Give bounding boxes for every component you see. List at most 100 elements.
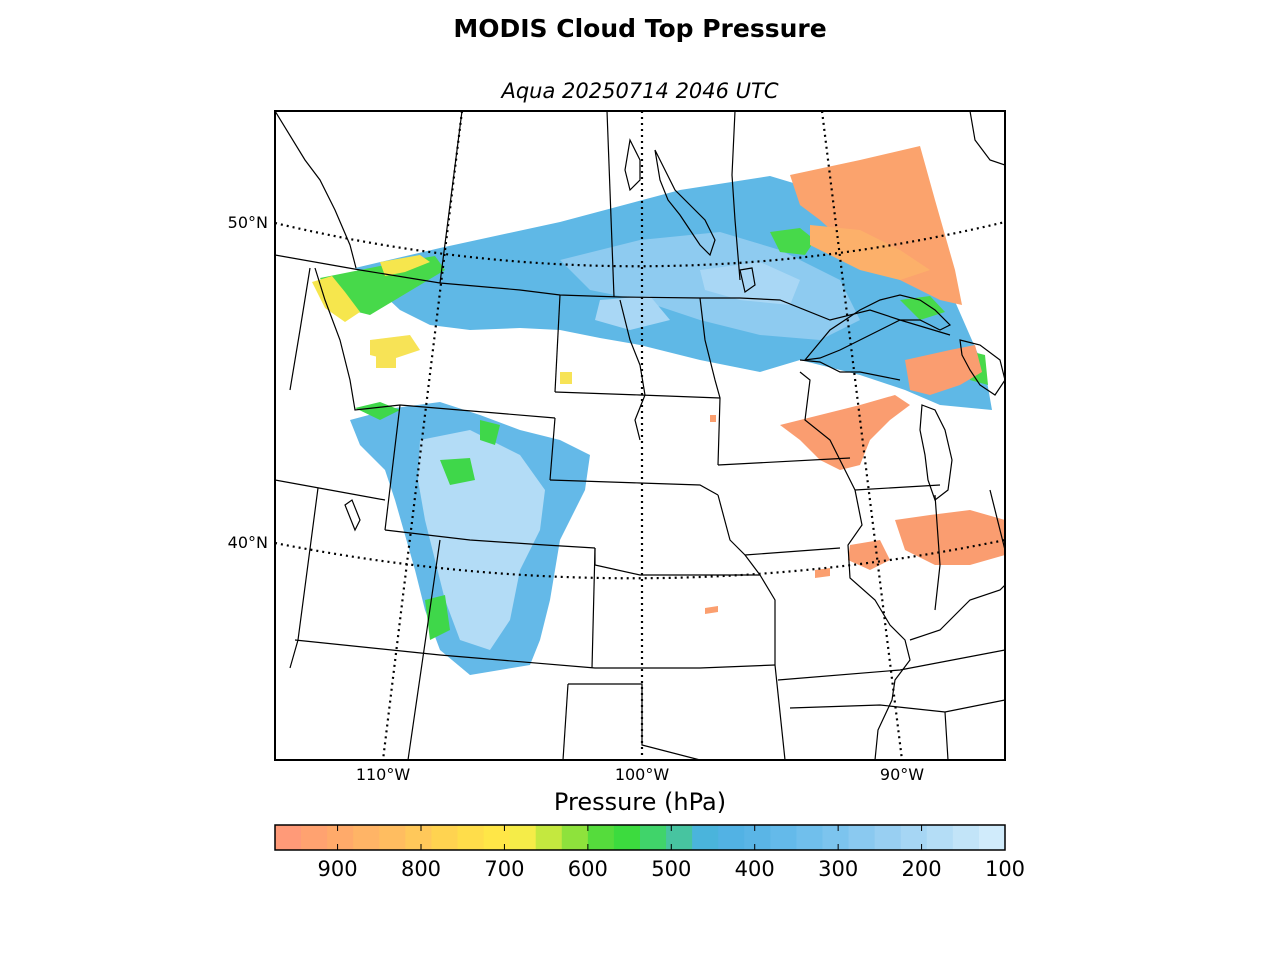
colorbar-title: Pressure (hPa) [554, 788, 726, 816]
state-nd-sd [554, 391, 721, 399]
colorbar-tick-label: 600 [568, 857, 608, 881]
colorbar-swatch [353, 825, 380, 850]
state-wi-il [854, 484, 941, 491]
ohio-river [909, 584, 1005, 641]
colorbar-tick-label: 500 [651, 857, 691, 881]
state-ms-al [944, 711, 949, 760]
colorbar-swatch [587, 825, 615, 850]
colorbar-swatch [405, 825, 433, 850]
colorbar-swatch [822, 825, 850, 850]
meridian-90w [820, 111, 904, 760]
map-frame [274, 110, 1006, 761]
colorbar-tick-label: 800 [401, 857, 441, 881]
colorbar-tick-label: 100 [985, 857, 1025, 881]
cloud-region-green-south [355, 402, 500, 640]
map-title: MODIS Cloud Top Pressure [453, 14, 827, 43]
state-ks-mo [717, 494, 776, 665]
hudson-bay-shore [969, 111, 1005, 166]
cloud-region-green-north [320, 256, 445, 315]
colorbar-swatch [457, 825, 485, 850]
cloud-region-green-ne [770, 228, 988, 385]
lake-of-the-woods [739, 267, 756, 294]
colorbar-swatch [327, 825, 354, 850]
colorbar-tick-label: 300 [818, 857, 858, 881]
colorbar-swatch [379, 825, 406, 850]
state-ok-ar [774, 664, 786, 760]
state-wy-id-line [384, 404, 401, 531]
canadian-province-bc-ab [275, 111, 357, 269]
cloud-pressure-field [312, 146, 1005, 675]
state-wy-sd-line [549, 417, 556, 481]
colorbar-tick-label: 200 [902, 857, 942, 881]
great-salt-lake [344, 499, 361, 532]
colorbar-swatch [640, 825, 667, 850]
state-mt-wy-line [399, 404, 556, 419]
colorbar-swatches [275, 825, 1006, 850]
colorbar-swatch [509, 825, 537, 850]
cloud-region-very-high-south [418, 430, 545, 650]
state-mn-wi [799, 359, 901, 381]
colorbar-swatch [978, 825, 1006, 850]
lake-winnipeg [654, 149, 716, 257]
canadian-province-sk-mb [606, 111, 615, 298]
colorbar-tick-label: 900 [318, 857, 358, 881]
state-co-ks-ok [591, 547, 596, 669]
colorbar-swatch [483, 825, 511, 850]
graticule [275, 111, 1005, 760]
state-ia-mo [744, 547, 841, 556]
colorbar-tick-label: 700 [484, 857, 524, 881]
cloud-region-yellow-patches [370, 335, 572, 384]
lon-label-100w: 100°W [615, 765, 670, 784]
cloud-region-high-light-patches [595, 262, 800, 330]
state-ar-la [789, 699, 1005, 713]
mississippi-river [799, 371, 911, 760]
colorbar-swatch [718, 825, 745, 850]
state-mn-wi-ia [717, 457, 851, 466]
state-mt-nd [554, 294, 561, 393]
colorbar-swatch [770, 825, 798, 850]
state-sd-ne [549, 479, 719, 496]
colorbar-swatch [926, 825, 954, 850]
cloud-region-yellow-north [312, 255, 430, 322]
colorbar-swatch [535, 825, 563, 850]
colorbar-ticks: 900 800 700 600 500 400 300 200 100 [318, 825, 1025, 881]
state-wa-id [289, 267, 311, 391]
cloud-region-low-wi [780, 395, 910, 470]
state-nm-tx [568, 683, 701, 760]
lon-label-90w: 90°W [880, 765, 924, 784]
state-ne-ks [594, 548, 760, 576]
state-id-mt [314, 267, 401, 411]
colorbar-swatch [613, 825, 641, 850]
colorbar-swatch [900, 825, 928, 850]
canadian-province-mb-on [731, 111, 741, 281]
colorbar-swatch [692, 825, 719, 850]
missouri-river [619, 299, 646, 441]
colorbar-swatch [666, 825, 693, 850]
map-subtitle: Aqua 20250714 2046 UTC [501, 79, 779, 103]
map-boundaries [275, 111, 1005, 760]
colorbar-swatch [744, 825, 771, 850]
lake-winnipegosis [624, 138, 641, 192]
colorbar-swatch [275, 825, 302, 850]
colorbar-swatch [874, 825, 902, 850]
colorbar-swatch [848, 825, 876, 850]
parallel-50n [275, 220, 1005, 268]
colorbar-swatch [952, 825, 980, 850]
state-ut-az [407, 539, 441, 760]
state-co-nm [294, 639, 776, 669]
lat-label-40n: 40°N [228, 533, 268, 552]
state-wy-co-line [384, 529, 596, 549]
map-content [275, 111, 1005, 760]
state-id-nv-ut [275, 479, 386, 501]
colorbar-swatch [796, 825, 824, 850]
colorbar-swatch [561, 825, 589, 850]
state-il-in [934, 494, 941, 611]
lake-michigan [919, 404, 953, 501]
colorbar-swatch [301, 825, 328, 850]
lat-label-50n: 50°N [228, 213, 268, 232]
lake-huron [959, 339, 1005, 396]
colorbar-swatch [431, 825, 459, 850]
cloud-region-low-northeast-2 [810, 225, 930, 280]
meridian-110w [381, 111, 464, 760]
